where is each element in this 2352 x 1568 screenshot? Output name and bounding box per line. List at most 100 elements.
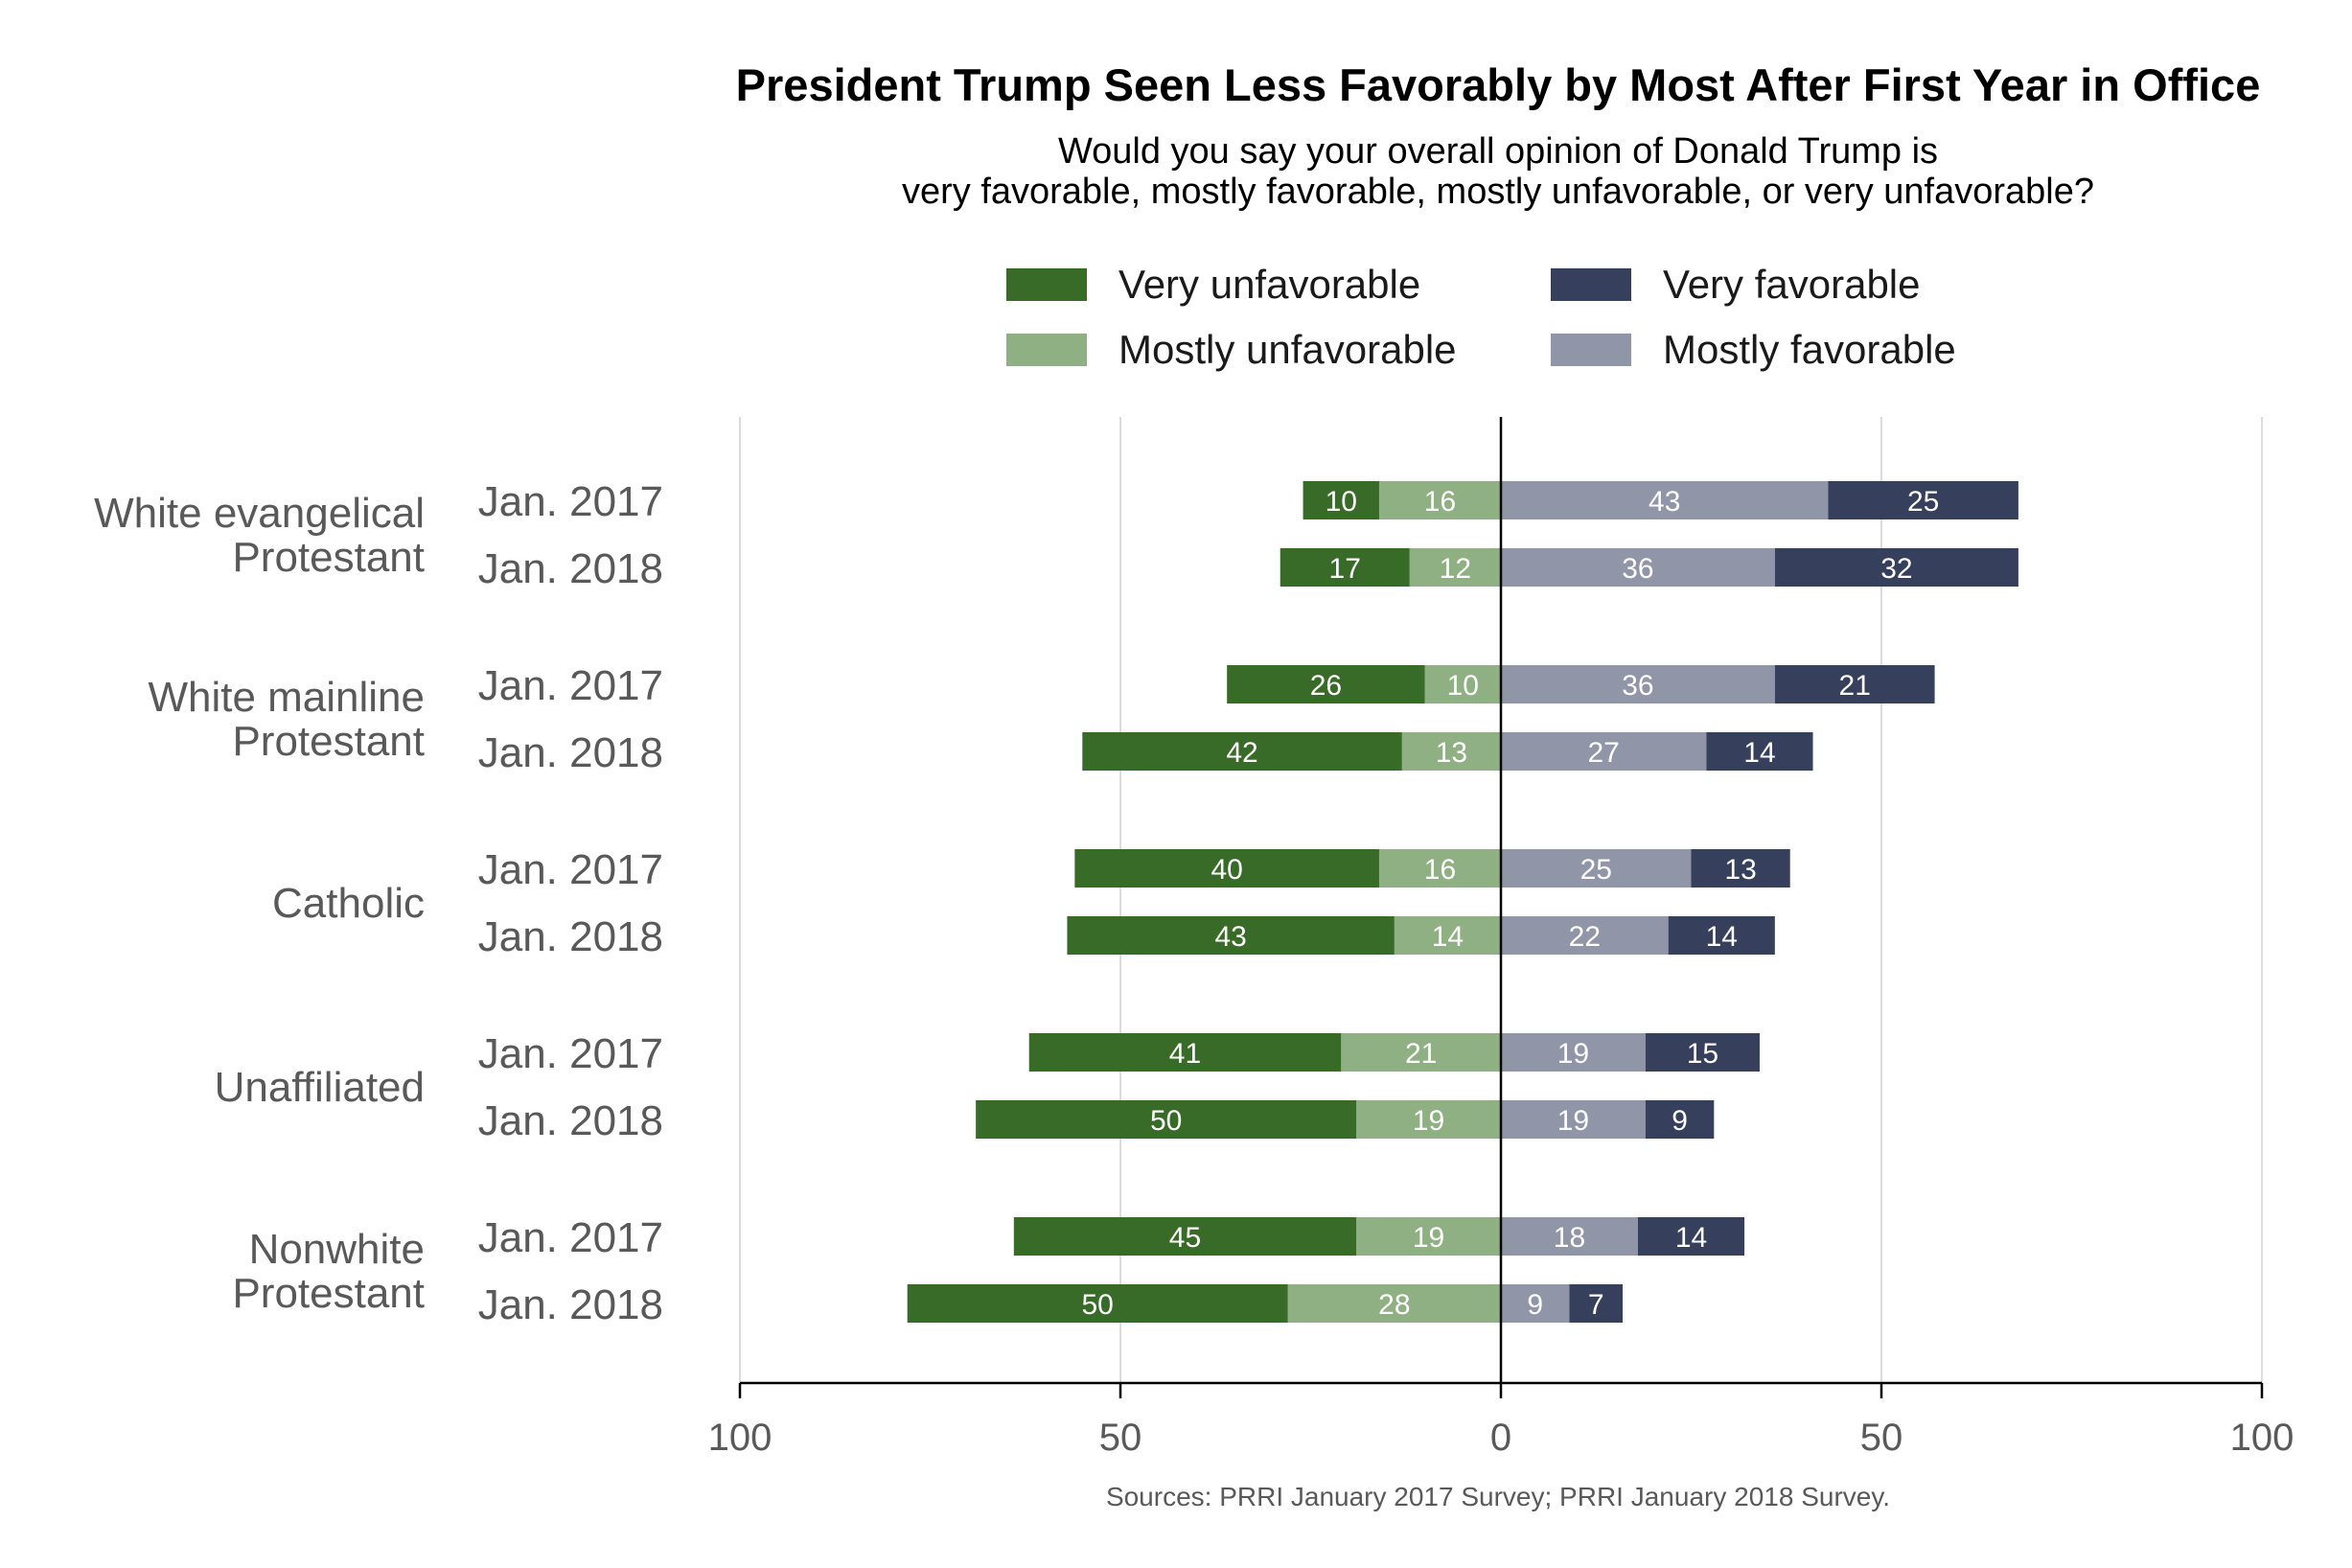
data-label-mostly_unfav: 14 [1432, 921, 1464, 953]
data-label-mostly_fav: 19 [1557, 1038, 1589, 1070]
data-label-very_unfav: 45 [1169, 1222, 1201, 1254]
data-label-very_fav: 13 [1724, 854, 1756, 886]
bar-mostly_fav [1501, 916, 1669, 955]
legend-swatch-mostly_fav [1551, 334, 1631, 366]
bar-mostly_unfav [1287, 1284, 1501, 1323]
data-label-very_unfav: 26 [1310, 670, 1342, 702]
data-label-very_fav: 25 [1907, 486, 1939, 518]
data-label-very_unfav: 43 [1214, 921, 1246, 953]
data-label-very_unfav: 50 [1150, 1105, 1182, 1137]
bar-mostly_unfav [1409, 548, 1501, 587]
bar-mostly_fav [1501, 1217, 1638, 1256]
bar-mostly_unfav [1401, 732, 1501, 771]
legend-swatch-mostly_unfav [1006, 334, 1087, 366]
data-label-very_fav: 32 [1880, 553, 1912, 585]
row-date-label: Jan. 2017 [478, 478, 663, 525]
data-label-mostly_fav: 22 [1569, 921, 1601, 953]
bar-very_unfav [1013, 1217, 1357, 1256]
bar-very_fav [1691, 849, 1790, 888]
data-label-very_fav: 21 [1839, 670, 1871, 702]
data-label-very_fav: 14 [1706, 921, 1738, 953]
group-label: Nonwhite [249, 1226, 425, 1273]
row-date-label: Jan. 2017 [478, 1030, 663, 1077]
legend-swatch-very_fav [1551, 268, 1631, 301]
bar-mostly_fav [1501, 849, 1692, 888]
bar-mostly_fav [1501, 481, 1829, 519]
data-label-very_fav: 15 [1687, 1038, 1718, 1070]
legend-label-mostly_unfav: Mostly unfavorable [1118, 327, 1457, 372]
source-note: Sources: PRRI January 2017 Survey; PRRI … [1106, 1482, 1890, 1511]
legend: Very unfavorable Mostly unfavorable Very f… [1006, 262, 1956, 372]
x-tick-label: 0 [1490, 1417, 1511, 1459]
data-label-very_fav: 14 [1743, 737, 1775, 769]
data-label-mostly_unfav: 16 [1424, 854, 1456, 886]
bar-mostly_fav [1501, 732, 1707, 771]
group-label: Catholic [272, 880, 425, 927]
data-label-very_unfav: 40 [1211, 854, 1242, 886]
group-label: Unaffiliated [215, 1064, 425, 1111]
bar-very_fav [1774, 548, 2018, 587]
data-label-mostly_unfav: 10 [1447, 670, 1479, 702]
x-tick-label: 100 [708, 1417, 772, 1459]
data-label-mostly_unfav: 19 [1413, 1105, 1444, 1137]
legend-label-mostly_fav: Mostly favorable [1663, 327, 1956, 372]
bar-very_fav [1706, 732, 1813, 771]
bar-very_unfav [1067, 916, 1395, 955]
data-label-mostly_fav: 25 [1580, 854, 1612, 886]
chart-subtitle-line-1: Would you say your overall opinion of Do… [1058, 131, 1938, 172]
bar-mostly_fav [1501, 1033, 1646, 1072]
group-label: Protestant [232, 534, 425, 581]
bar-very_fav [1774, 665, 1935, 703]
legend-label-very_fav: Very favorable [1663, 262, 1921, 307]
bar-mostly_unfav [1341, 1033, 1501, 1072]
bar-very_unfav [1303, 481, 1379, 519]
bar-mostly_fav [1501, 1100, 1646, 1139]
row-date-label: Jan. 2017 [478, 1214, 663, 1261]
data-label-very_unfav: 10 [1326, 486, 1357, 518]
data-label-mostly_unfav: 19 [1413, 1222, 1444, 1254]
data-label-mostly_unfav: 13 [1436, 737, 1467, 769]
x-tick-label: 50 [1860, 1417, 1903, 1459]
row-date-label: Jan. 2018 [478, 913, 663, 960]
data-label-very_fav: 9 [1672, 1105, 1688, 1137]
row-date-label: Jan. 2018 [478, 729, 663, 776]
data-label-mostly_unfav: 12 [1440, 553, 1471, 585]
data-label-mostly_unfav: 16 [1424, 486, 1456, 518]
x-axis: 100 50 0 50 100 [708, 1381, 2294, 1459]
bar-very_unfav [976, 1100, 1357, 1139]
bar-mostly_fav [1501, 1284, 1570, 1323]
data-label-mostly_fav: 43 [1649, 486, 1680, 518]
row-date-label: Jan. 2018 [478, 1097, 663, 1144]
data-label-mostly_fav: 36 [1622, 553, 1653, 585]
data-label-mostly_unfav: 21 [1405, 1038, 1437, 1070]
bars: 16 10 43 25 12 17 36 32 10 26 36 21 13 42 27 14 16 40 25 13… [907, 417, 2018, 1383]
data-label-very_unfav: 41 [1169, 1038, 1201, 1070]
bar-very_unfav [1074, 849, 1379, 888]
group-label: Protestant [232, 1270, 425, 1317]
bar-very_unfav [1082, 732, 1402, 771]
bar-very_unfav [907, 1284, 1288, 1323]
data-label-mostly_fav: 9 [1527, 1289, 1543, 1321]
group-label: White evangelical [94, 490, 425, 537]
data-label-very_fav: 14 [1675, 1222, 1707, 1254]
bar-mostly_unfav [1378, 481, 1501, 519]
legend-label-very_unfav: Very unfavorable [1118, 262, 1420, 307]
bar-very_unfav [1227, 665, 1425, 703]
bar-mostly_unfav [1356, 1217, 1501, 1256]
bar-very_fav [1645, 1100, 1715, 1139]
bar-very_fav [1828, 481, 2018, 519]
row-date-label: Jan. 2017 [478, 846, 663, 893]
row-date-label: Jan. 2018 [478, 545, 663, 592]
bar-very_unfav [1028, 1033, 1342, 1072]
data-label-very_unfav: 50 [1081, 1289, 1113, 1321]
data-label-very_unfav: 17 [1329, 553, 1361, 585]
data-label-mostly_fav: 18 [1554, 1222, 1585, 1254]
bar-mostly_unfav [1424, 665, 1501, 703]
bar-very_fav [1668, 916, 1775, 955]
bar-very_fav [1569, 1284, 1624, 1323]
data-label-very_fav: 7 [1588, 1289, 1604, 1321]
bar-mostly_fav [1501, 665, 1775, 703]
data-label-mostly_fav: 19 [1557, 1105, 1589, 1137]
